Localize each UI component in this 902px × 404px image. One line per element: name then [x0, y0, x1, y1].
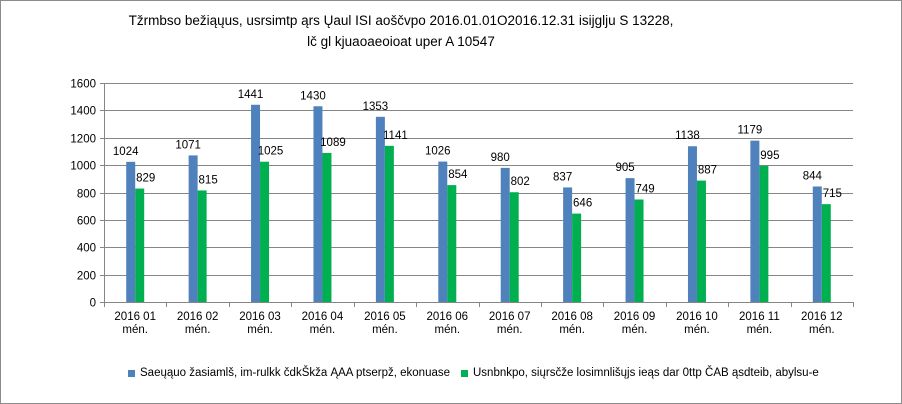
data-label-series-2: 802: [511, 176, 530, 188]
legend-item-series-2: Usnbnkpo, siųrsčže losimnlišųjs ieąs dar…: [461, 367, 819, 379]
bar-series-1: [313, 106, 323, 302]
x-tick-label: mén.: [497, 324, 523, 336]
bar-series-2: [135, 188, 145, 302]
y-tick-label: 400: [77, 243, 96, 255]
legend-label-series-2: Usnbnkpo, siųrsčže losimnlišųjs ieąs dar…: [473, 367, 819, 379]
data-label-series-1: 1026: [425, 146, 451, 158]
data-label-series-2: 1025: [258, 146, 284, 158]
x-tick-label: 2016 04: [302, 311, 344, 323]
bar-series-2: [260, 161, 270, 302]
bar-series-2: [696, 180, 706, 302]
bar-series-2: [634, 199, 644, 302]
x-tick-label: 2016 08: [551, 311, 593, 323]
x-tick-label: 2016 10: [676, 311, 718, 323]
x-tick-label: 2016 07: [489, 311, 531, 323]
bar-series-2: [322, 152, 332, 302]
bar-series-2: [197, 190, 207, 302]
bar-series-2: [572, 213, 582, 302]
bar-series-1: [563, 187, 573, 302]
bar-series-1: [500, 167, 510, 302]
y-tick-label: 200: [77, 271, 96, 283]
data-label-series-2: 1089: [320, 137, 346, 149]
data-label-series-1: 1179: [738, 125, 763, 137]
data-label-series-2: 715: [823, 188, 842, 200]
data-label-series-1: 1441: [238, 89, 264, 101]
y-tick-label: 1600: [70, 79, 96, 91]
x-tick-label: mén.: [435, 324, 461, 336]
data-label-series-1: 1138: [675, 130, 700, 142]
y-tick-label: 1200: [70, 134, 96, 146]
data-label-series-2: 829: [136, 173, 155, 185]
x-tick-label: mén.: [185, 324, 211, 336]
x-tick-label: mén.: [372, 324, 398, 336]
bar-series-1: [625, 178, 635, 302]
x-tick-label: mén.: [247, 324, 273, 336]
x-tick-label: mén.: [809, 324, 835, 336]
data-label-series-1: 980: [491, 152, 510, 164]
bar-series-1: [812, 186, 822, 302]
y-tick-label: 1400: [70, 106, 96, 118]
bar-series-1: [126, 161, 136, 302]
data-labels: 1024 1071 1441 1430 1353 1026 980 837 905 1138 117…: [113, 89, 842, 210]
data-label-series-1: 1071: [175, 139, 201, 151]
legend-label-series-1: Saeųąuo žasiamlš, im-rulkk čdkŠkža ĄAA p…: [140, 367, 451, 379]
x-tick-label: mén.: [310, 324, 336, 336]
bar-series-2: [384, 145, 394, 302]
data-label-series-2: 646: [573, 198, 592, 210]
data-label-series-1: 1353: [363, 101, 389, 113]
data-label-series-2: 749: [635, 183, 654, 195]
bar-series-1: [750, 140, 760, 302]
data-label-series-2: 995: [760, 150, 779, 162]
x-tick-label: 2016 06: [427, 311, 469, 323]
x-tick-label: 2016 12: [801, 311, 843, 323]
bar-series-1: [375, 116, 385, 302]
data-label-series-1: 837: [553, 171, 572, 183]
bar-series-2: [509, 192, 519, 302]
chart-title-line-2: lč gl kjuaoaeoioat uper A 10547: [307, 34, 495, 49]
axes: [100, 83, 854, 307]
legend-item-series-1: Saeųąuo žasiamlš, im-rulkk čdkŠkža ĄAA p…: [128, 367, 450, 379]
bar-series-1: [188, 155, 198, 302]
x-tick-label: 2016 11: [739, 311, 780, 323]
data-label-series-1: 1024: [113, 146, 139, 158]
y-tick-label: 0: [90, 298, 96, 310]
y-tick-label: 800: [77, 189, 96, 201]
x-tick-label: 2016 03: [239, 311, 281, 323]
chart-title-line-1: Tžrmbso bežiąųus, usrsimtp ąrs Ųaul ISI …: [128, 13, 674, 28]
x-tick-label: 2016 05: [364, 311, 406, 323]
y-tick-label: 600: [77, 216, 96, 228]
bar-series-2: [821, 204, 831, 302]
data-label-series-1: 905: [615, 162, 634, 174]
data-label-series-2: 854: [448, 169, 468, 181]
x-tick-label: 2016 02: [177, 311, 219, 323]
data-label-series-1: 844: [803, 170, 823, 182]
bar-series-1: [438, 161, 448, 302]
bar-series-1: [687, 146, 697, 302]
legend-swatch-series-2: [461, 369, 468, 377]
x-tick-label: mén.: [747, 324, 773, 336]
bars: [126, 104, 831, 302]
data-label-series-2: 815: [199, 174, 218, 186]
x-tick-label: mén.: [684, 324, 710, 336]
bar-series-1: [251, 104, 261, 302]
data-label-series-1: 1430: [300, 90, 326, 102]
x-tick-label: mén.: [559, 324, 585, 336]
x-tick-label: mén.: [622, 324, 648, 336]
data-label-series-2: 1141: [383, 130, 408, 142]
y-tick-label: 1000: [70, 161, 96, 173]
bar-series-2: [447, 185, 457, 302]
legend: Saeųąuo žasiamlš, im-rulkk čdkŠkža ĄAA p…: [1, 367, 902, 383]
gridlines: [104, 83, 853, 276]
x-tick-label: 2016 01: [114, 311, 156, 323]
data-label-series-2: 887: [698, 165, 717, 177]
x-tick-label: mén.: [122, 324, 148, 336]
bar-series-2: [759, 165, 769, 302]
x-tick-label: 2016 09: [614, 311, 656, 323]
legend-swatch-series-1: [128, 369, 135, 377]
